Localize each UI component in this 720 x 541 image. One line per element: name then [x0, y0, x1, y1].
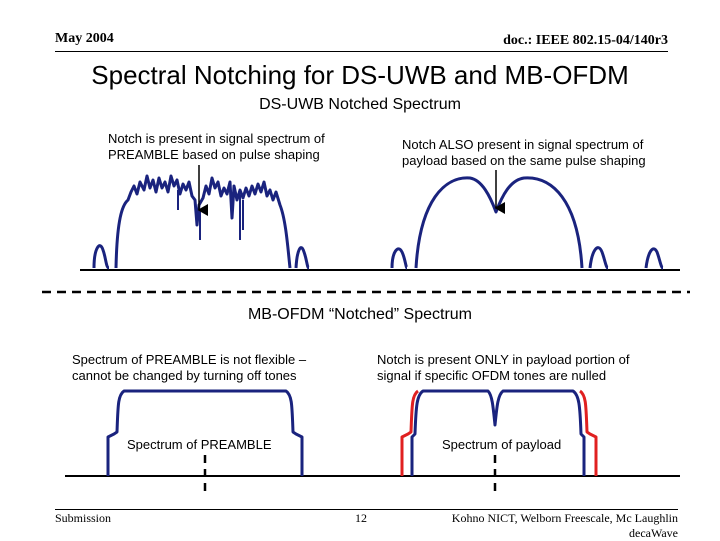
footer-submission: Submission: [55, 511, 112, 525]
mb-ofdm-payload-spectrum: [410, 389, 586, 476]
mb-ofdm-preamble-spectrum: [106, 389, 304, 476]
footer-authors-line2: decaWave: [629, 526, 678, 540]
mb-ofdm-payload-red-left: [400, 389, 419, 476]
ds-uwb-heading: DS-UWB Notched Spectrum: [259, 96, 461, 113]
ds-uwb-note-payload: Notch ALSO present in signal spectrum of…: [402, 137, 646, 168]
header-date: May 2004: [55, 31, 114, 46]
header-rule: [55, 51, 668, 52]
label-spectrum-preamble: Spectrum of PREAMBLE: [127, 437, 272, 452]
ds-uwb-note-preamble: Notch is present in signal spectrum of P…: [108, 131, 325, 162]
footer-page-number: 12: [355, 511, 367, 525]
mb-ofdm-heading: MB-OFDM “Notched” Spectrum: [247, 306, 473, 323]
footer-rule: [55, 509, 678, 510]
footer-authors: Kohno NICT, Welborn Freescale, Mc Laughl…: [452, 511, 678, 541]
header-doc-id: doc.: IEEE 802.15-04/140r3: [503, 33, 668, 48]
footer-authors-line1: Kohno NICT, Welborn Freescale, Mc Laughl…: [451, 511, 678, 525]
ds-uwb-preamble-spectrum: [92, 174, 310, 270]
ds-uwb-payload-spectrum: [390, 176, 664, 270]
slide-title: Spectral Notching for DS-UWB and MB-OFDM: [91, 60, 629, 90]
mb-ofdm-note-payload: Notch is present ONLY in payload portion…: [377, 352, 630, 383]
label-spectrum-payload: Spectrum of payload: [442, 437, 562, 452]
mb-ofdm-payload-red-right: [579, 389, 598, 476]
mb-ofdm-note-preamble: Spectrum of PREAMBLE is not flexible – c…: [72, 352, 307, 383]
ds-uwb-preamble-spikes: [177, 190, 244, 240]
